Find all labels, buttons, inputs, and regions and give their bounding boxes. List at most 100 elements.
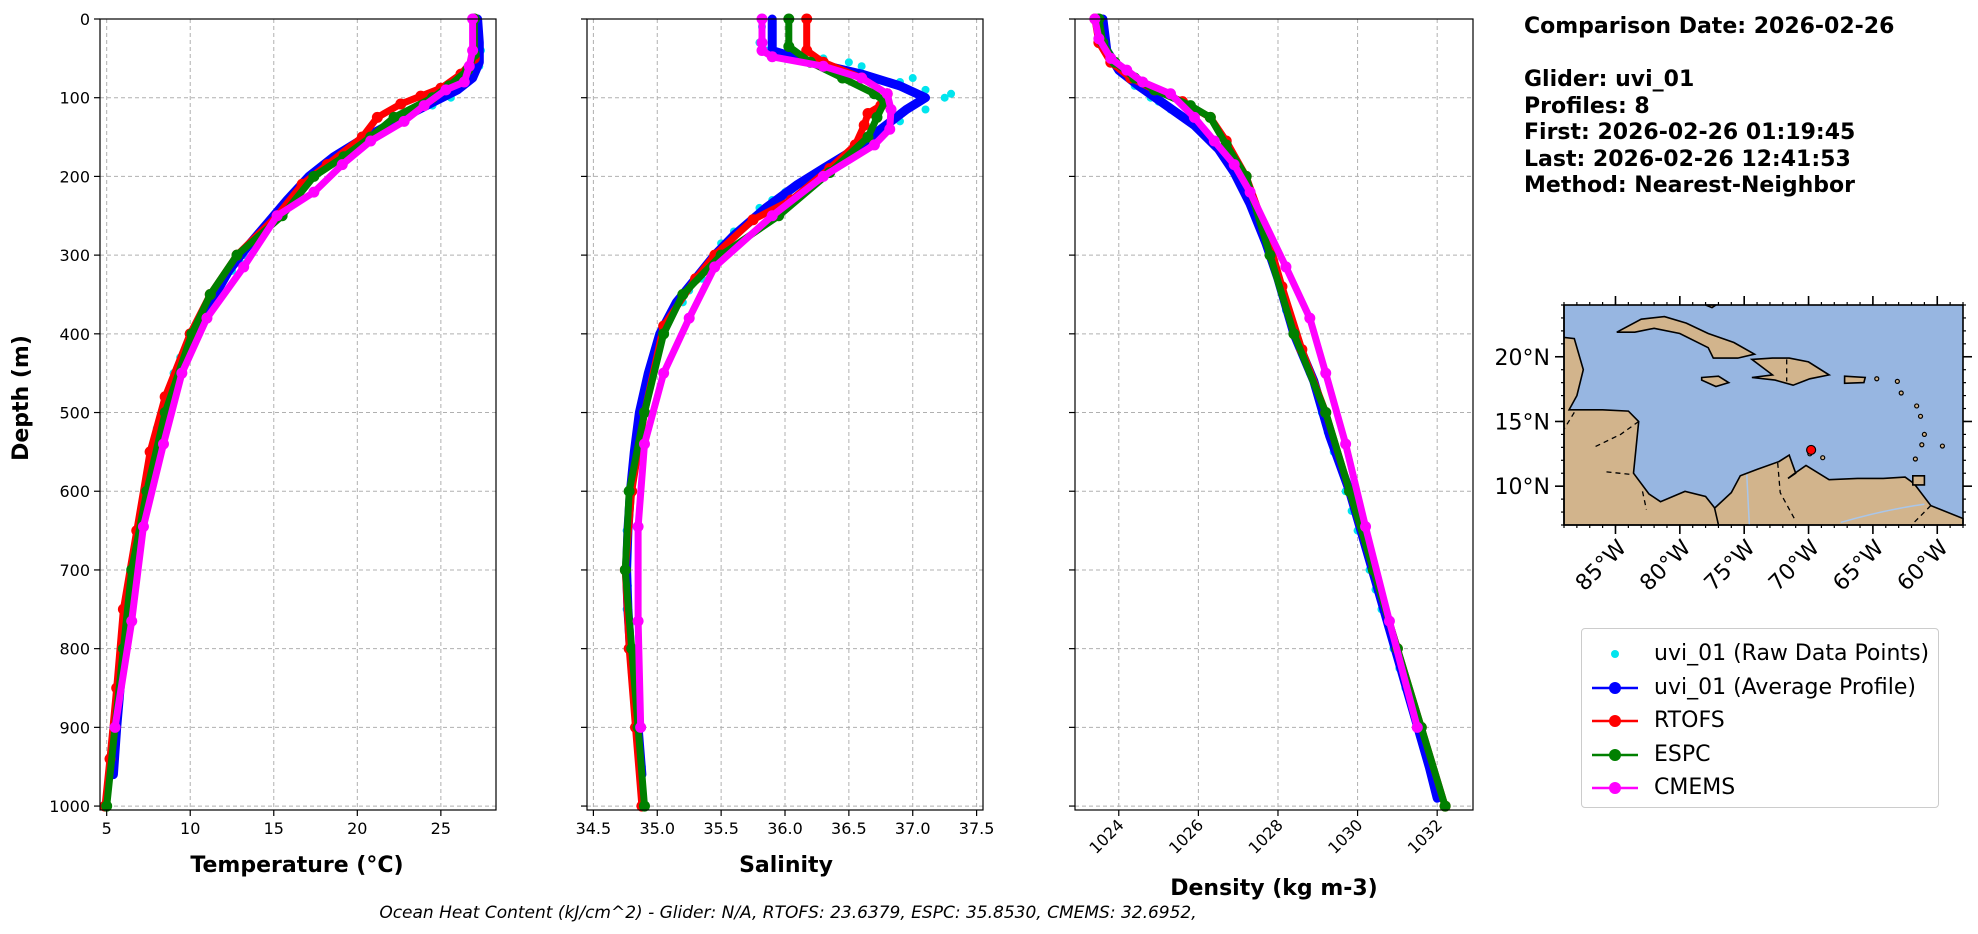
legend-swatch	[1592, 681, 1638, 694]
cmems-marker	[463, 60, 475, 72]
map-lat-label: 20°N	[1495, 346, 1550, 371]
map-lon-label: 70°W	[1764, 535, 1825, 596]
cmems-marker	[709, 261, 721, 273]
map-lon-label: 60°W	[1893, 535, 1954, 596]
island	[1820, 455, 1826, 461]
cmems-marker	[1121, 64, 1133, 76]
map-lat-label: 15°N	[1495, 410, 1550, 435]
rtofs-series	[1089, 13, 1451, 812]
cmems-marker	[635, 721, 647, 733]
x-tick-label: 1032	[1404, 815, 1446, 857]
cmems-marker	[1360, 521, 1372, 533]
x-tick-label: 1024	[1085, 815, 1127, 857]
cmems-marker	[766, 51, 778, 63]
map-lon-label: 65°W	[1829, 535, 1890, 596]
espc-marker	[388, 111, 400, 123]
cmems-line	[634, 15, 895, 731]
ocean-heat-content-footer: Ocean Heat Content (kJ/cm^2) - Glider: N…	[379, 903, 1196, 923]
cmems-marker	[1105, 52, 1117, 64]
cmems-marker	[881, 88, 893, 100]
river	[1840, 503, 1925, 524]
espc-marker	[677, 288, 689, 300]
temperature-axis-label: Temperature (°C)	[190, 853, 403, 878]
legend-swatch	[1592, 782, 1638, 794]
cmems-line	[1091, 15, 1421, 731]
cmems-line	[111, 15, 477, 731]
cmems-series	[1089, 13, 1423, 733]
cmems-marker	[756, 44, 768, 56]
cmems-marker	[176, 367, 188, 379]
comparison-date: Comparison Date: 2026-02-26	[1524, 14, 1895, 39]
legend-marker	[1611, 650, 1619, 658]
x-tick-label: 34.5	[576, 819, 612, 838]
temperature-panel: 5 10 15 20 25 0 100 200 300 400 500 600 700 800 900 100…	[49, 10, 497, 838]
cmems-marker	[1208, 135, 1220, 147]
raw-point	[947, 89, 956, 98]
x-tick-label: 35.5	[703, 819, 739, 838]
x-tick-label: 36.5	[831, 819, 867, 838]
espc-marker	[783, 41, 795, 53]
first-profile-time: First: 2026-02-26 01:19:45	[1524, 120, 1856, 145]
cmems-marker	[238, 261, 250, 273]
cmems-marker	[201, 312, 213, 324]
cmems-marker	[1383, 615, 1395, 627]
comparison-info: Comparison Date: 2026-02-26 Glider: uvi_…	[1524, 14, 1894, 200]
gridlines	[587, 18, 983, 810]
legend-item-rtofs: RTOFS	[1582, 706, 1938, 736]
island	[1914, 403, 1920, 409]
rtofs-marker	[858, 119, 870, 131]
island	[1898, 390, 1904, 396]
cmems-marker	[1165, 88, 1177, 100]
y-tick-label: 500	[59, 404, 90, 423]
legend-swatch	[1611, 650, 1619, 658]
cmems-marker	[884, 123, 896, 135]
last-profile-time: Last: 2026-02-26 12:41:53	[1524, 146, 1851, 172]
island	[1912, 456, 1918, 462]
rtofs-marker	[371, 111, 383, 123]
espc-marker	[1204, 111, 1216, 123]
legend-item-cmems: CMEMS	[1582, 773, 1938, 803]
legend-marker	[1609, 681, 1621, 694]
cmems-series	[632, 13, 897, 733]
country-border	[1563, 412, 1575, 430]
raw-series	[1094, 22, 1434, 771]
cmems-marker	[440, 84, 452, 96]
legend-marker	[1609, 715, 1621, 727]
cmems-marker	[632, 615, 644, 627]
y-tick-label: 1000	[49, 797, 90, 816]
island	[1939, 443, 1946, 449]
rtofs-marker	[862, 107, 874, 119]
legend: uvi_01 (Raw Data Points) uvi_01 (Average …	[1581, 628, 1939, 808]
espc-marker	[204, 288, 216, 300]
legend-item-raw: uvi_01 (Raw Data Points)	[1582, 639, 1938, 669]
cmems-marker	[458, 76, 470, 88]
map-lon-label: 80°W	[1635, 535, 1696, 596]
salinity-axis-label: Salinity	[739, 853, 833, 878]
x-tick-label: 25	[431, 819, 451, 838]
y-tick-label: 400	[59, 325, 90, 344]
plot-frame	[99, 18, 497, 811]
cmems-marker	[1093, 33, 1105, 45]
cmems-marker	[1137, 76, 1149, 88]
rtofs-marker	[747, 214, 759, 226]
cmems-series	[109, 13, 479, 733]
island	[1921, 431, 1927, 438]
plot-frame	[1074, 18, 1474, 811]
country-border	[1777, 462, 1797, 522]
cmems-marker	[1280, 261, 1292, 273]
legend-item-avg: uvi_01 (Average Profile)	[1582, 673, 1938, 703]
cmems-marker	[126, 615, 138, 627]
cmems-marker	[1188, 111, 1200, 123]
espc-marker	[186, 328, 198, 340]
raw-point	[940, 93, 949, 102]
map-lon-label: 75°W	[1700, 535, 1761, 596]
cmems-marker	[658, 367, 670, 379]
espc-marker	[101, 800, 113, 812]
island	[1894, 378, 1900, 384]
raw-point	[844, 58, 853, 67]
density-axis-label: Density (kg m-3)	[1170, 876, 1378, 901]
raw-point	[857, 62, 866, 71]
espc-marker	[862, 131, 874, 143]
map-lat-label: 10°N	[1495, 475, 1550, 500]
cmems-marker	[683, 312, 695, 324]
